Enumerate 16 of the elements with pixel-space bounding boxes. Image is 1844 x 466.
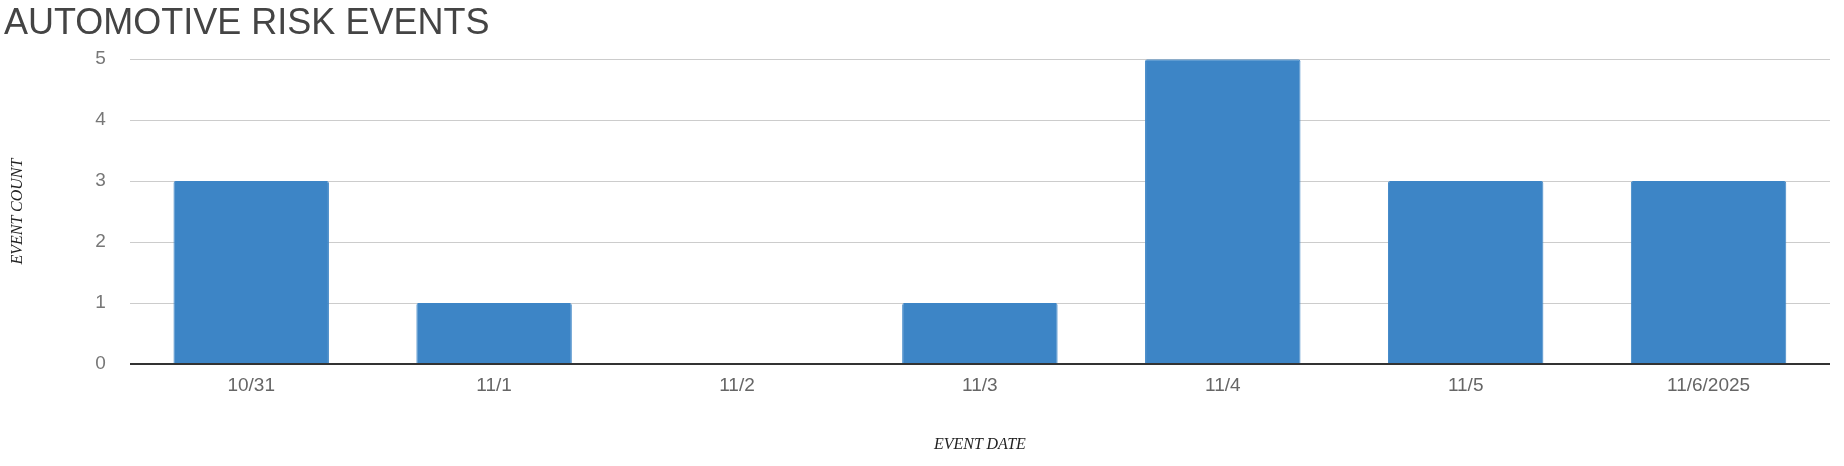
x-tick-label: 11/5	[1447, 373, 1484, 395]
y-tick-label: 2	[95, 230, 106, 252]
x-tick-label: 10/31	[227, 373, 275, 395]
y-tick-label: 1	[95, 291, 106, 313]
y-axis-title: EVENT COUNT	[7, 157, 25, 266]
y-tick-label: 5	[95, 47, 106, 69]
x-tick-label: 11/3	[962, 373, 998, 395]
y-tick-label: 0	[95, 352, 106, 374]
x-tick-label: 11/2	[719, 373, 755, 395]
chart-title: AUTOMOTIVE RISK EVENTS	[4, 0, 490, 42]
x-tick-label: 11/4	[1204, 373, 1241, 395]
x-axis-title: EVENT DATE	[932, 434, 1027, 452]
x-tick-label: 11/1	[476, 373, 512, 395]
x-tick-label: 11/6/2025	[1666, 373, 1751, 395]
y-tick-label: 3	[95, 169, 106, 191]
y-tick-label: 4	[95, 108, 107, 130]
